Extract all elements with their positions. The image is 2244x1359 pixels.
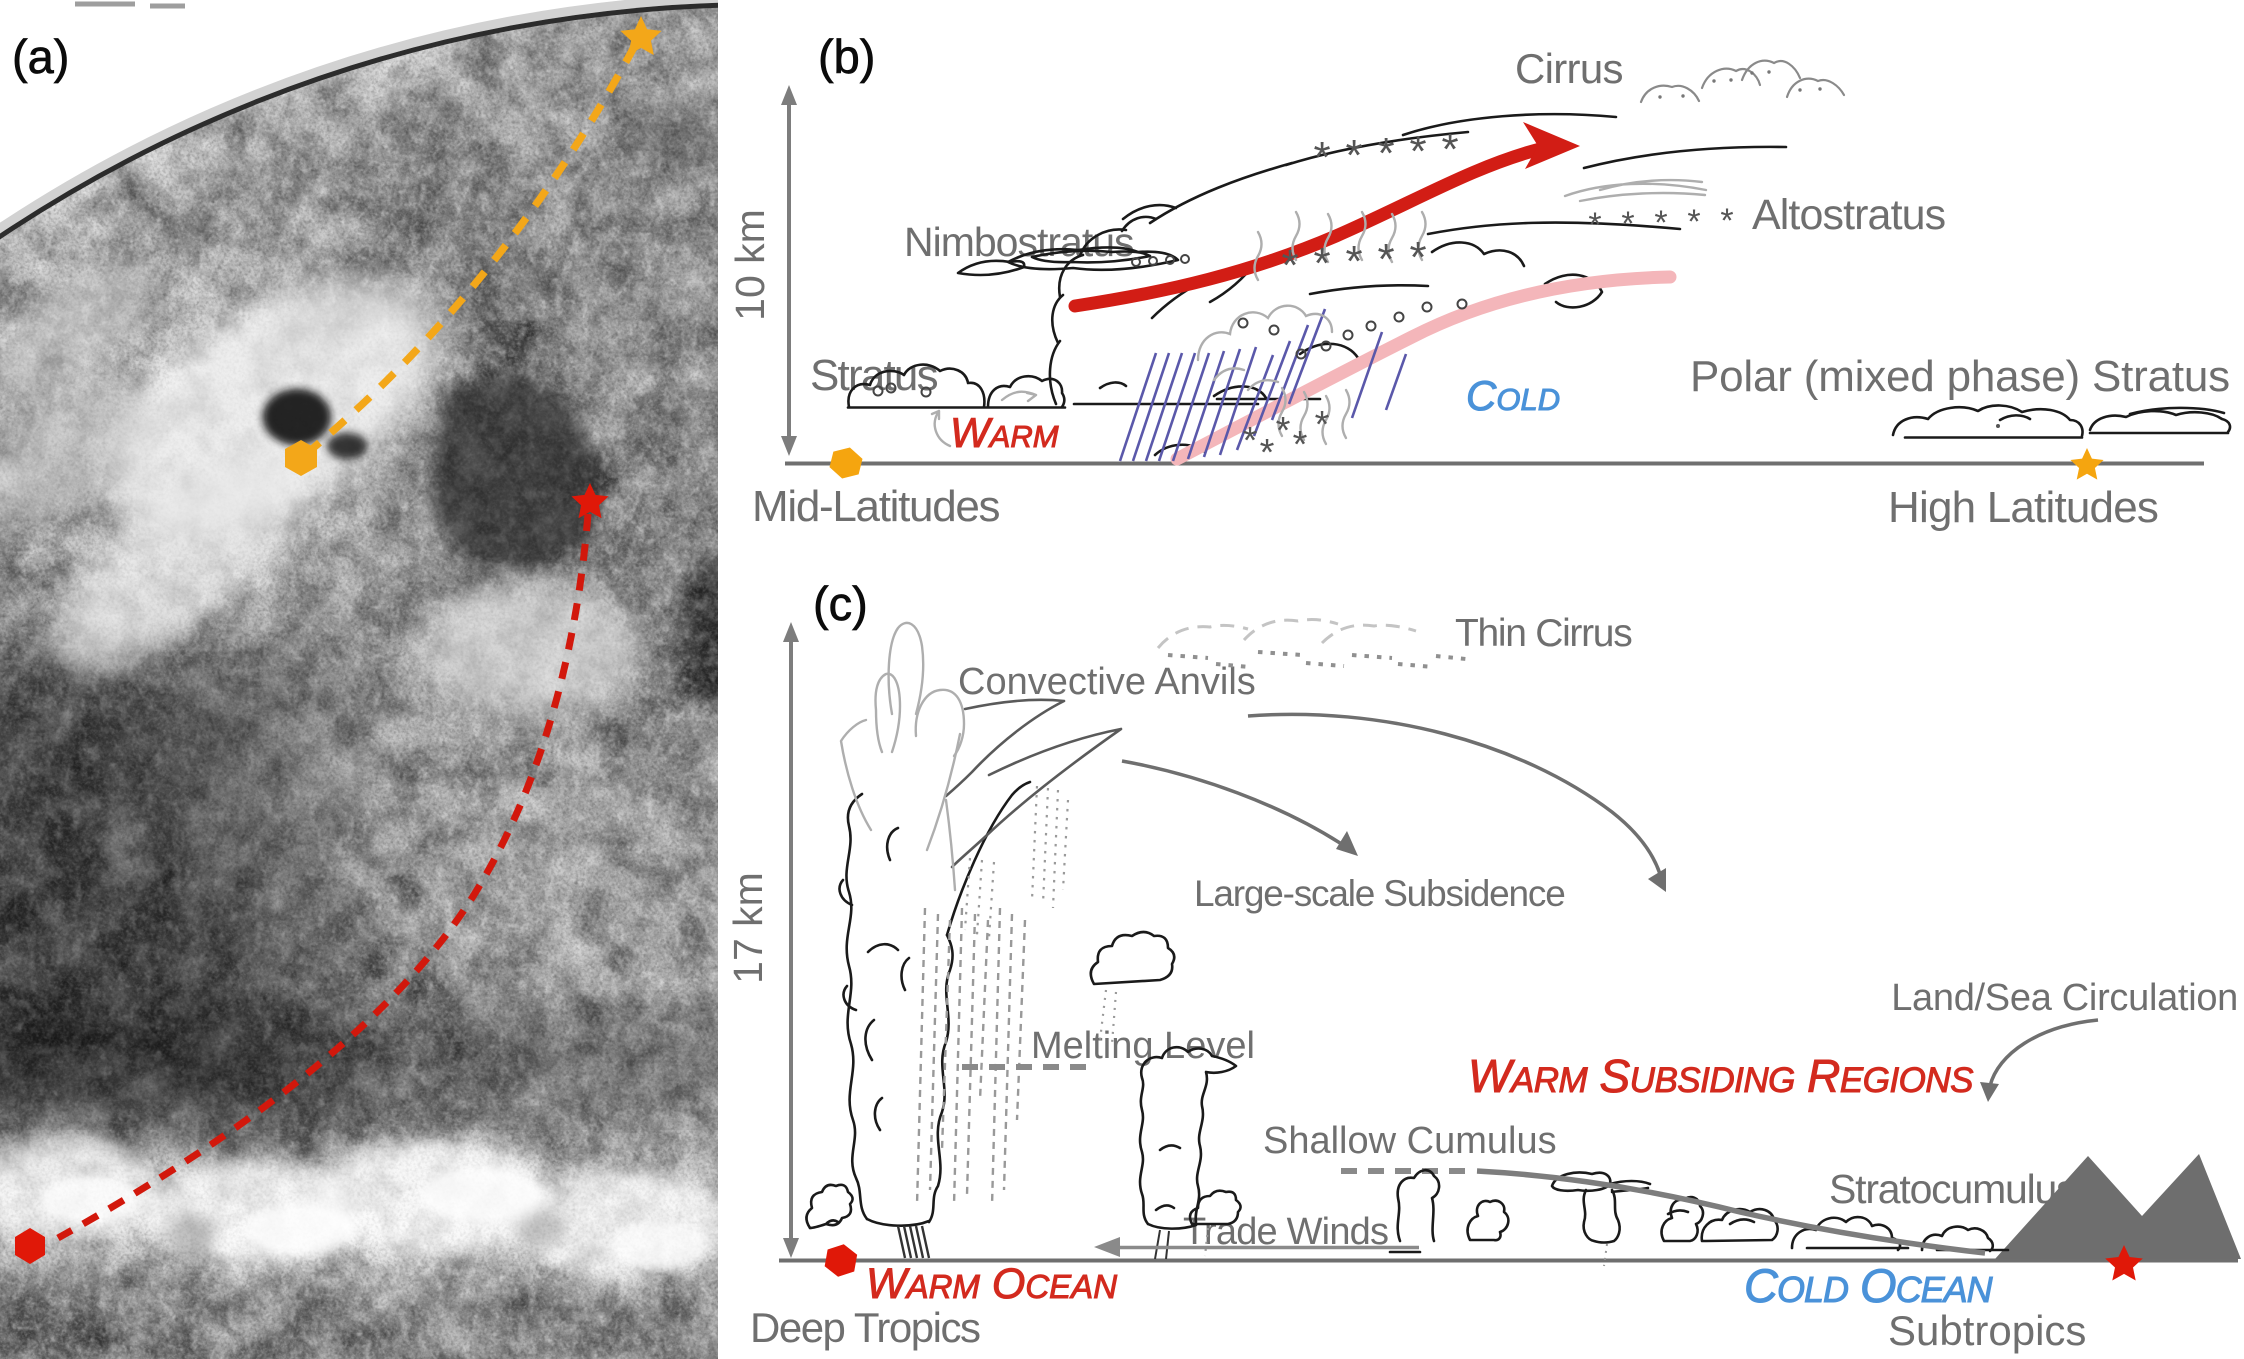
svg-text:Mid-Latitudes: Mid-Latitudes xyxy=(752,482,1000,531)
svg-text:(b): (b) xyxy=(818,30,875,83)
svg-text:*: * xyxy=(1345,131,1362,180)
svg-text:*: * xyxy=(1441,125,1458,174)
svg-text:*: * xyxy=(1345,237,1362,286)
svg-text:High Latitudes: High Latitudes xyxy=(1888,483,2158,532)
svg-text:(a): (a) xyxy=(12,30,69,83)
svg-text:Polar (mixed phase) Stratus: Polar (mixed phase) Stratus xyxy=(1690,352,2230,401)
svg-text:*: * xyxy=(1281,241,1298,290)
svg-text:Shallow Cumulus: Shallow Cumulus xyxy=(1263,1120,1557,1162)
svg-text:*: * xyxy=(1720,202,1733,240)
svg-text:Large-scale Subsidence: Large-scale Subsidence xyxy=(1194,873,1565,914)
svg-text:*: * xyxy=(1621,205,1634,243)
svg-text:*: * xyxy=(1260,432,1275,474)
svg-text:(c): (c) xyxy=(813,577,868,630)
svg-text:Subtropics: Subtropics xyxy=(1888,1307,2086,1354)
svg-text:*: * xyxy=(1588,206,1601,244)
svg-text:Land/Sea Circulation: Land/Sea Circulation xyxy=(1891,977,2238,1019)
svg-text:Deep Tropics: Deep Tropics xyxy=(750,1304,980,1351)
svg-text:Cirrus: Cirrus xyxy=(1515,45,1623,92)
svg-text:Thin Cirrus: Thin Cirrus xyxy=(1455,612,1632,655)
svg-text:*: * xyxy=(1243,420,1258,462)
svg-text:10 km: 10 km xyxy=(727,209,773,321)
svg-text:*: * xyxy=(1654,204,1667,242)
svg-text:*: * xyxy=(1377,235,1394,284)
svg-text:*: * xyxy=(1687,203,1700,241)
svg-text:17 km: 17 km xyxy=(725,872,771,984)
svg-text:*: * xyxy=(1313,133,1330,182)
svg-text:Altostratus: Altostratus xyxy=(1752,191,1945,239)
svg-text:WARM OCEAN: WARM OCEAN xyxy=(866,1260,1117,1308)
svg-text:*: * xyxy=(1313,239,1330,288)
svg-text:Convective Anvils: Convective Anvils xyxy=(958,661,1256,703)
svg-text:*: * xyxy=(1377,129,1394,178)
svg-text:*: * xyxy=(1276,410,1291,452)
svg-text:*: * xyxy=(1409,233,1426,282)
svg-text:*: * xyxy=(1293,424,1308,466)
svg-text:*: * xyxy=(1409,127,1426,176)
svg-text:Stratocumulus: Stratocumulus xyxy=(1829,1166,2076,1212)
svg-text:*: * xyxy=(1315,404,1330,446)
svg-text:Melting Level: Melting Level xyxy=(1031,1025,1255,1067)
